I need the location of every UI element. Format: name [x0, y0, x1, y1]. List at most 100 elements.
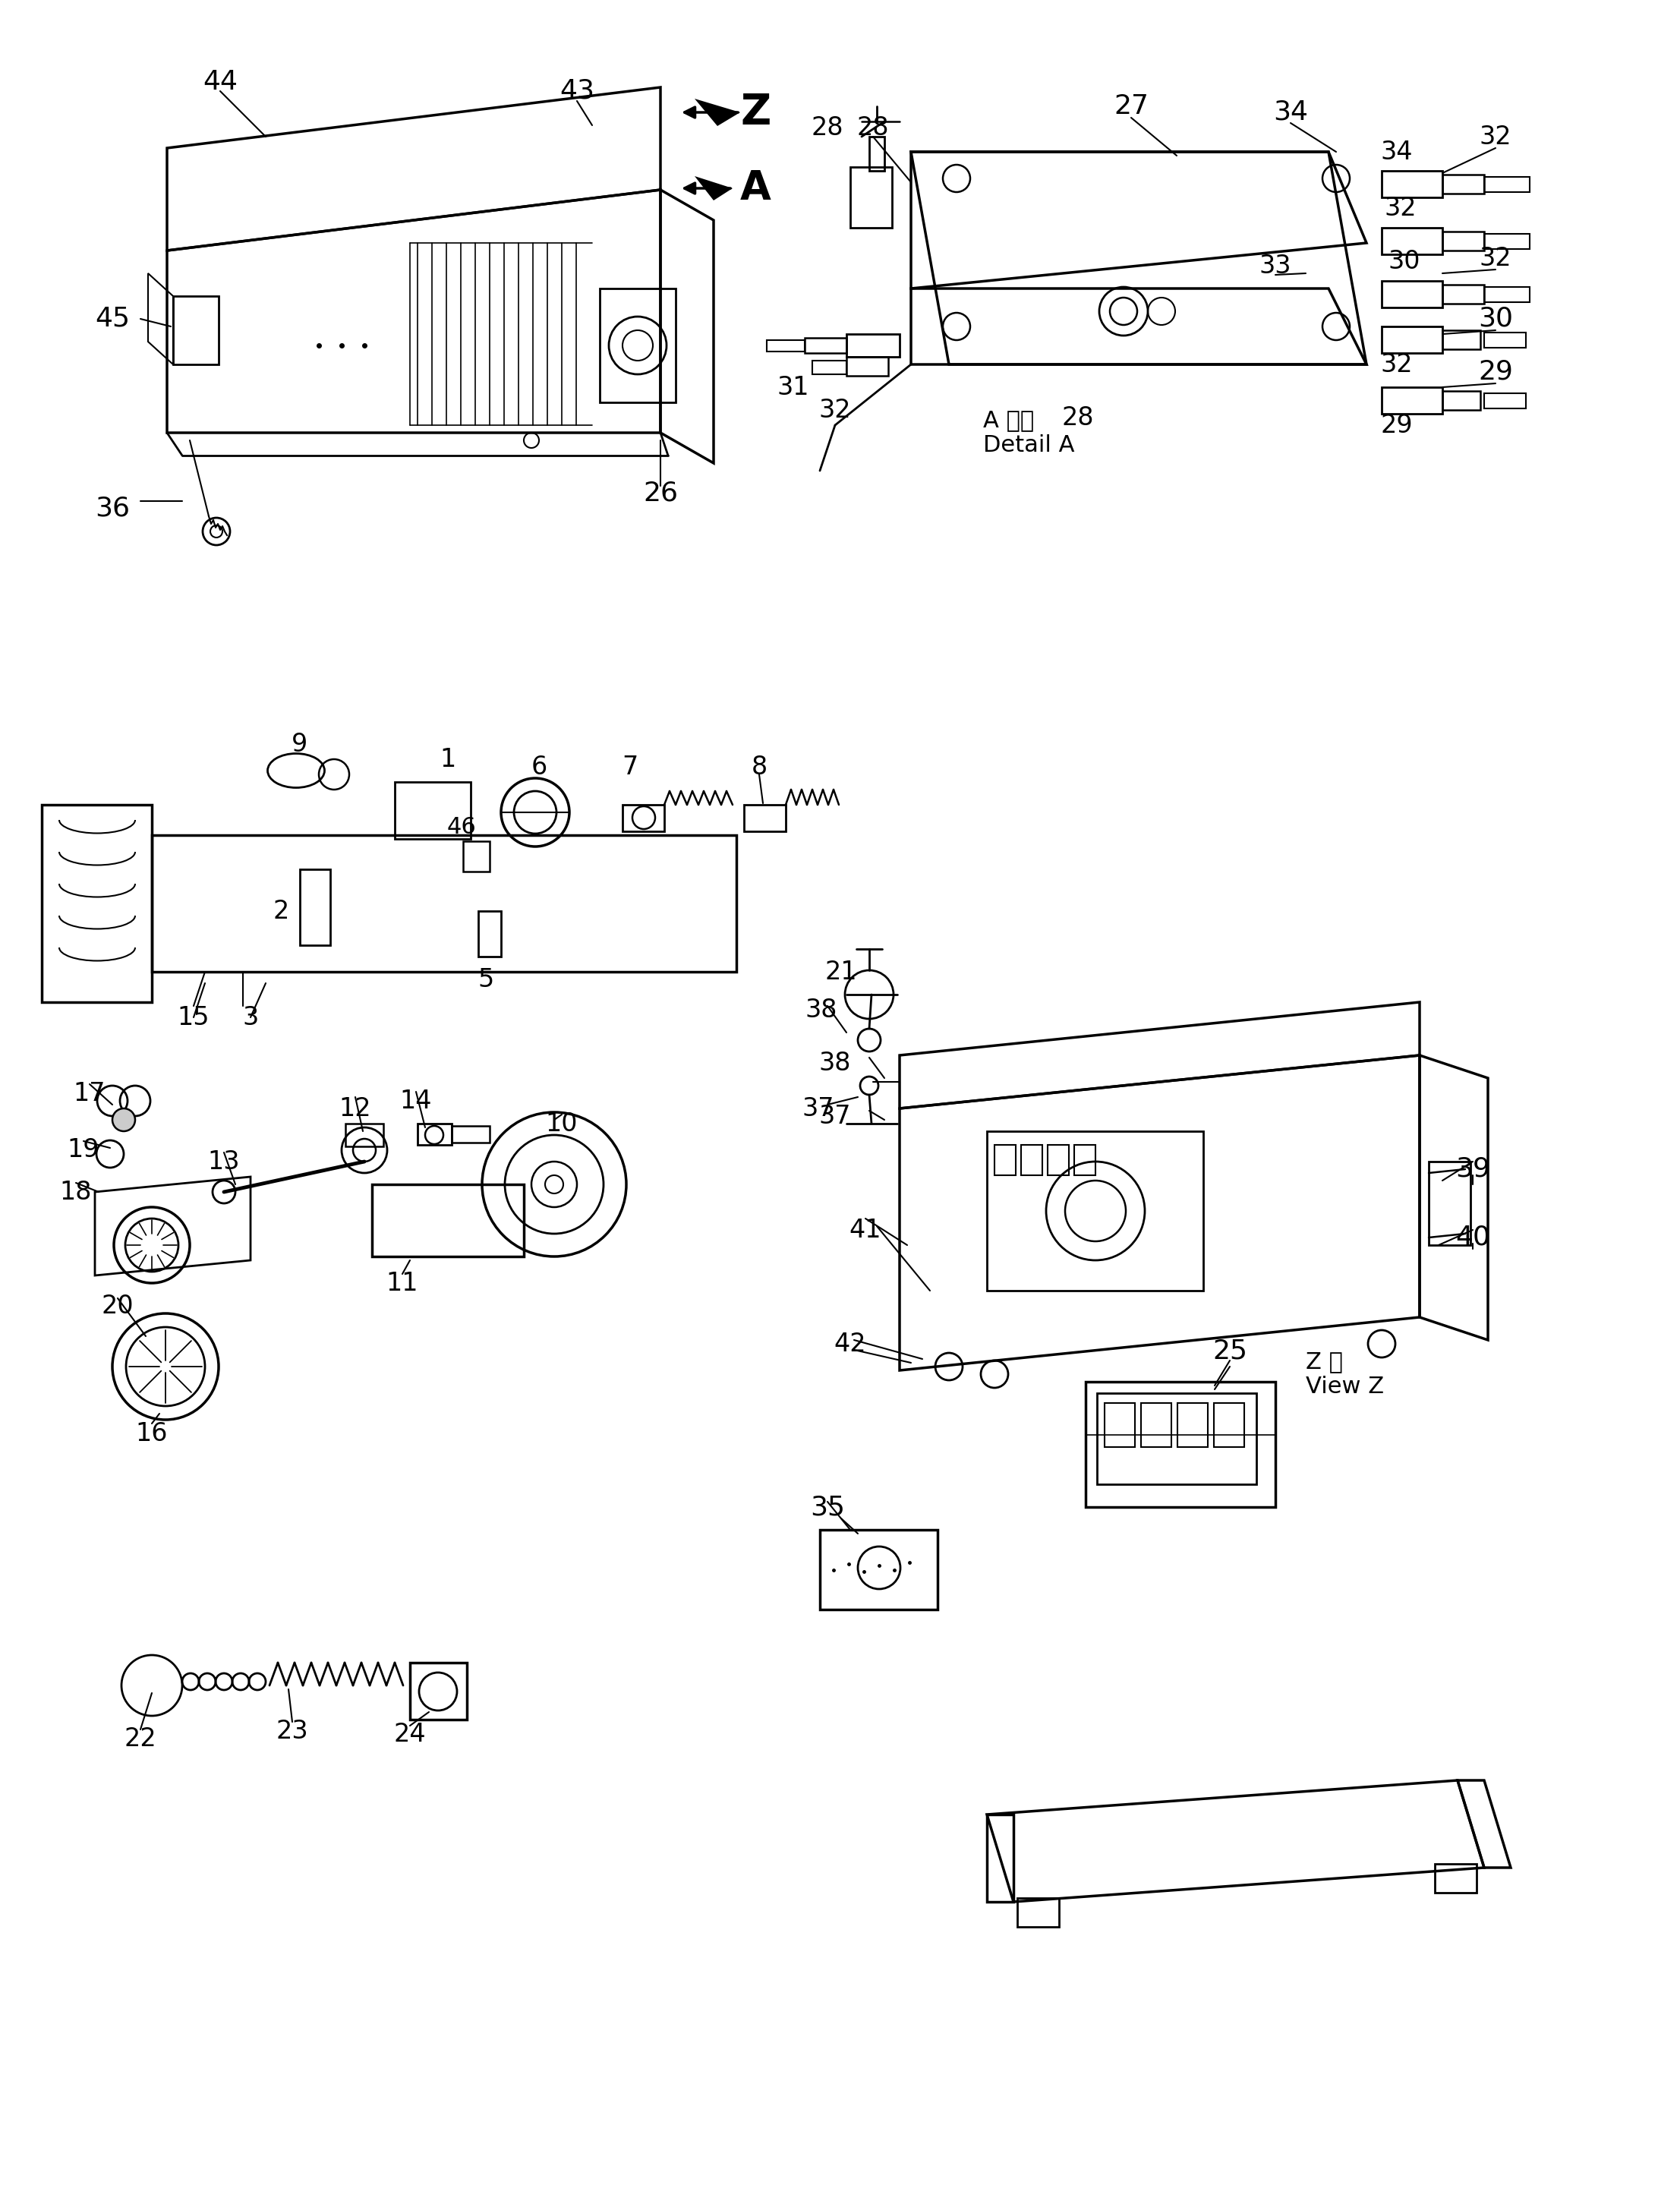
Text: 41: 41 — [850, 1217, 882, 1243]
Bar — [418, 1123, 452, 1145]
Text: 28: 28 — [857, 116, 889, 140]
Bar — [850, 166, 892, 227]
Bar — [1074, 1145, 1095, 1176]
Bar — [1141, 1403, 1171, 1446]
Bar — [1483, 177, 1530, 192]
Text: 32: 32 — [818, 398, 852, 422]
Text: 9: 9 — [292, 732, 307, 756]
Text: 40: 40 — [1455, 1224, 1490, 1250]
Text: 43: 43 — [559, 79, 595, 105]
Text: 38: 38 — [818, 1051, 852, 1075]
Bar — [1381, 282, 1443, 308]
Text: 38: 38 — [805, 996, 838, 1023]
Text: 28: 28 — [1062, 404, 1094, 430]
Text: 19: 19 — [67, 1138, 99, 1162]
Text: 10: 10 — [546, 1112, 578, 1136]
Text: 34: 34 — [1273, 101, 1309, 125]
Bar — [820, 1530, 937, 1610]
Bar — [805, 339, 847, 354]
Text: 24: 24 — [393, 1722, 427, 1748]
Text: Z 視
View Z: Z 視 View Z — [1305, 1350, 1384, 1398]
Text: 2: 2 — [272, 898, 289, 924]
Polygon shape — [694, 177, 732, 201]
Text: 29: 29 — [1381, 413, 1413, 437]
Bar — [464, 841, 489, 872]
Bar — [869, 138, 884, 170]
Text: 45: 45 — [94, 306, 129, 332]
Text: 32: 32 — [1381, 352, 1413, 378]
Bar — [1085, 1381, 1275, 1508]
Bar — [847, 334, 899, 356]
Text: Z: Z — [741, 92, 771, 133]
Text: 25: 25 — [1213, 1339, 1247, 1363]
Bar — [1443, 175, 1483, 194]
Text: 13: 13 — [208, 1149, 240, 1173]
Bar — [600, 288, 675, 402]
Bar — [1483, 332, 1525, 347]
Text: 14: 14 — [400, 1088, 432, 1114]
Text: 20: 20 — [101, 1294, 134, 1318]
Text: 46: 46 — [447, 817, 475, 839]
Bar — [299, 870, 331, 946]
Text: 7: 7 — [622, 754, 638, 780]
Bar — [1381, 170, 1443, 197]
Text: A 詳細
Detail A: A 詳細 Detail A — [983, 409, 1075, 457]
Bar — [1048, 1145, 1068, 1176]
Bar — [847, 356, 889, 376]
Bar — [744, 804, 786, 830]
Bar — [1443, 330, 1480, 350]
Text: 5: 5 — [477, 966, 494, 992]
Text: A: A — [741, 168, 771, 208]
Text: 21: 21 — [825, 959, 857, 983]
Text: 11: 11 — [386, 1269, 418, 1296]
Bar — [1381, 387, 1443, 413]
Bar — [173, 297, 218, 365]
Text: 1: 1 — [440, 747, 455, 771]
Text: 30: 30 — [1388, 249, 1421, 275]
Bar — [1018, 1899, 1058, 1927]
Bar — [1104, 1403, 1136, 1446]
Bar — [395, 782, 470, 839]
Text: 29: 29 — [1478, 358, 1514, 385]
Text: 34: 34 — [1381, 140, 1413, 164]
Bar — [623, 804, 664, 830]
Text: 27: 27 — [1114, 94, 1149, 120]
Circle shape — [113, 1108, 134, 1132]
Text: 28: 28 — [811, 116, 843, 140]
Text: 18: 18 — [60, 1180, 92, 1204]
Text: 12: 12 — [339, 1097, 371, 1121]
Text: 23: 23 — [276, 1717, 309, 1744]
Text: 33: 33 — [1260, 253, 1292, 277]
Bar — [1381, 326, 1443, 354]
Bar — [1443, 391, 1480, 411]
Text: 36: 36 — [94, 496, 129, 522]
Bar — [986, 1132, 1203, 1291]
Bar — [479, 911, 501, 957]
Bar — [1097, 1394, 1257, 1484]
Bar — [813, 361, 847, 374]
Text: 22: 22 — [124, 1726, 156, 1750]
Text: 8: 8 — [751, 754, 768, 780]
Polygon shape — [694, 98, 741, 127]
Bar — [766, 341, 805, 352]
Text: 39: 39 — [1455, 1156, 1490, 1182]
Text: 17: 17 — [74, 1082, 106, 1106]
Bar — [1483, 393, 1525, 409]
Text: 15: 15 — [178, 1005, 210, 1029]
Bar — [1215, 1403, 1245, 1446]
Text: 37: 37 — [818, 1103, 852, 1130]
Bar — [1428, 1162, 1470, 1245]
Text: 37: 37 — [803, 1097, 835, 1121]
Text: 6: 6 — [531, 754, 548, 780]
Bar — [1178, 1403, 1208, 1446]
Text: 32: 32 — [1384, 197, 1416, 221]
Text: 32: 32 — [1480, 125, 1512, 149]
Text: 32: 32 — [1480, 245, 1512, 271]
Bar — [410, 1663, 467, 1720]
Text: 16: 16 — [136, 1420, 168, 1446]
Bar — [995, 1145, 1016, 1176]
Bar — [1381, 227, 1443, 253]
Text: 3: 3 — [242, 1005, 259, 1029]
Bar — [1435, 1864, 1477, 1892]
Text: 26: 26 — [643, 481, 679, 507]
